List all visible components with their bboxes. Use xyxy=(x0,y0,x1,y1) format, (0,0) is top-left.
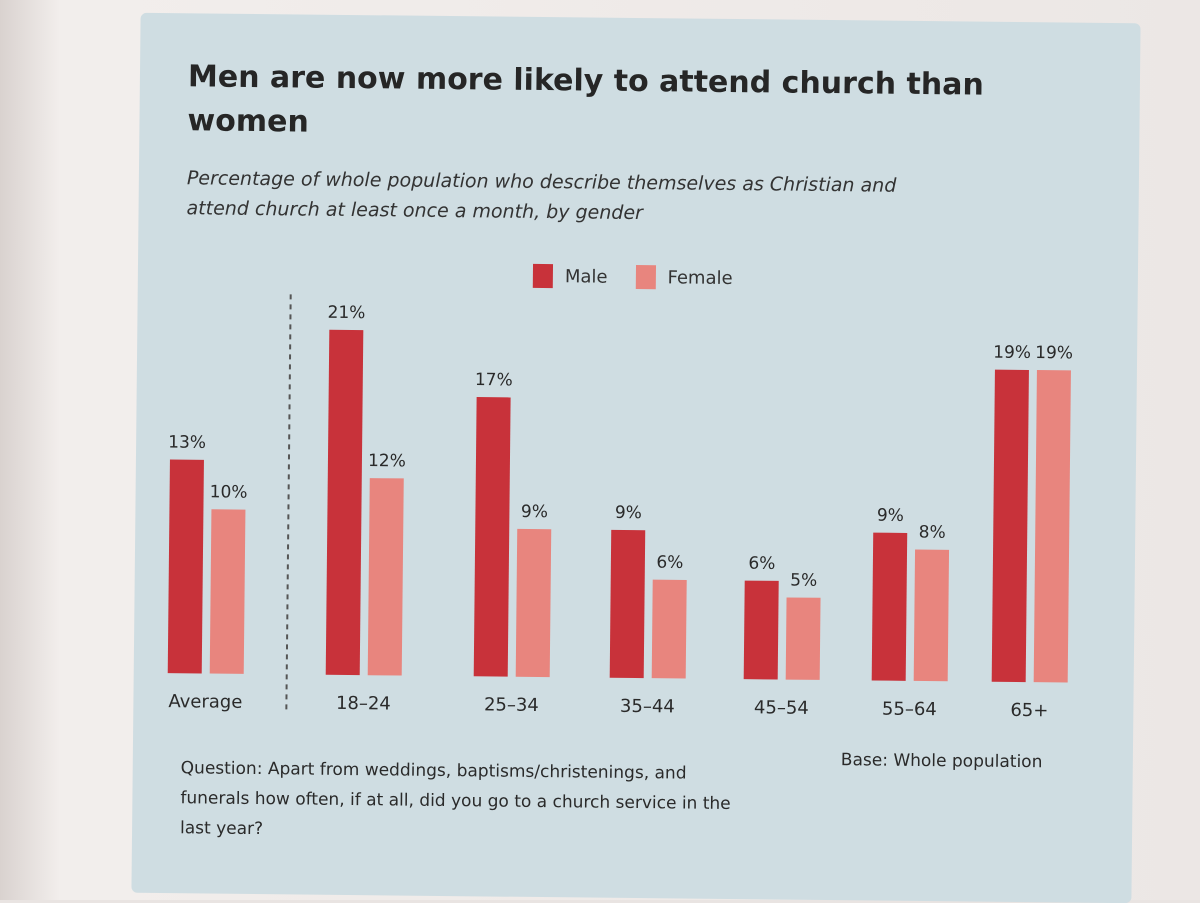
x-tick-label-25-34: 25–34 xyxy=(484,694,539,716)
data-label-female-average: 10% xyxy=(210,482,248,502)
data-label-male-65: 19% xyxy=(993,343,1031,363)
bar-male-55-64 xyxy=(871,532,908,681)
data-label-male-18-24: 21% xyxy=(328,303,366,323)
base-note: Base: Whole population xyxy=(840,750,1043,773)
data-label-female-55-64: 8% xyxy=(919,523,946,543)
bar-female-average xyxy=(209,509,246,674)
average-separator xyxy=(285,294,292,715)
x-tick-label-35-44: 35–44 xyxy=(620,696,675,718)
bar-female-18-24 xyxy=(367,478,404,676)
bar-male-65 xyxy=(991,369,1029,683)
data-label-male-25-34: 17% xyxy=(475,370,513,390)
data-label-female-65: 19% xyxy=(1035,343,1073,363)
data-label-male-average: 13% xyxy=(168,433,206,453)
bar-male-18-24 xyxy=(325,329,364,676)
bar-female-25-34 xyxy=(515,528,552,678)
bar-male-average xyxy=(167,459,204,674)
x-tick-label-average: Average xyxy=(168,691,242,713)
x-tick-label-55-64: 55–64 xyxy=(882,699,937,721)
bar-female-45-54 xyxy=(785,597,821,680)
bar-female-55-64 xyxy=(913,549,950,682)
x-tick-label-65: 65+ xyxy=(1010,700,1048,721)
bar-chart: 13% 10% Average 21% 12% 18–24 17% 9% 25–34 9% 6% 35… xyxy=(167,294,1073,721)
bar-female-35-44 xyxy=(651,579,687,679)
data-label-male-35-44: 9% xyxy=(615,503,642,523)
bar-male-45-54 xyxy=(743,580,779,680)
data-label-female-25-34: 9% xyxy=(521,502,548,522)
bar-male-25-34 xyxy=(473,397,511,677)
question-note: Question: Apart from weddings, baptisms/… xyxy=(179,758,731,840)
data-label-female-18-24: 12% xyxy=(368,451,406,471)
data-label-female-35-44: 6% xyxy=(656,553,683,573)
chart-panel: Men are now more likely to attend church… xyxy=(131,12,1141,903)
bar-male-35-44 xyxy=(609,529,646,679)
data-label-male-55-64: 9% xyxy=(877,506,904,526)
data-label-female-45-54: 5% xyxy=(790,570,817,590)
data-label-male-45-54: 6% xyxy=(748,554,775,574)
x-tick-label-18-24: 18–24 xyxy=(336,693,391,715)
x-tick-label-45-54: 45–54 xyxy=(754,697,809,719)
bar-female-65 xyxy=(1033,370,1071,683)
